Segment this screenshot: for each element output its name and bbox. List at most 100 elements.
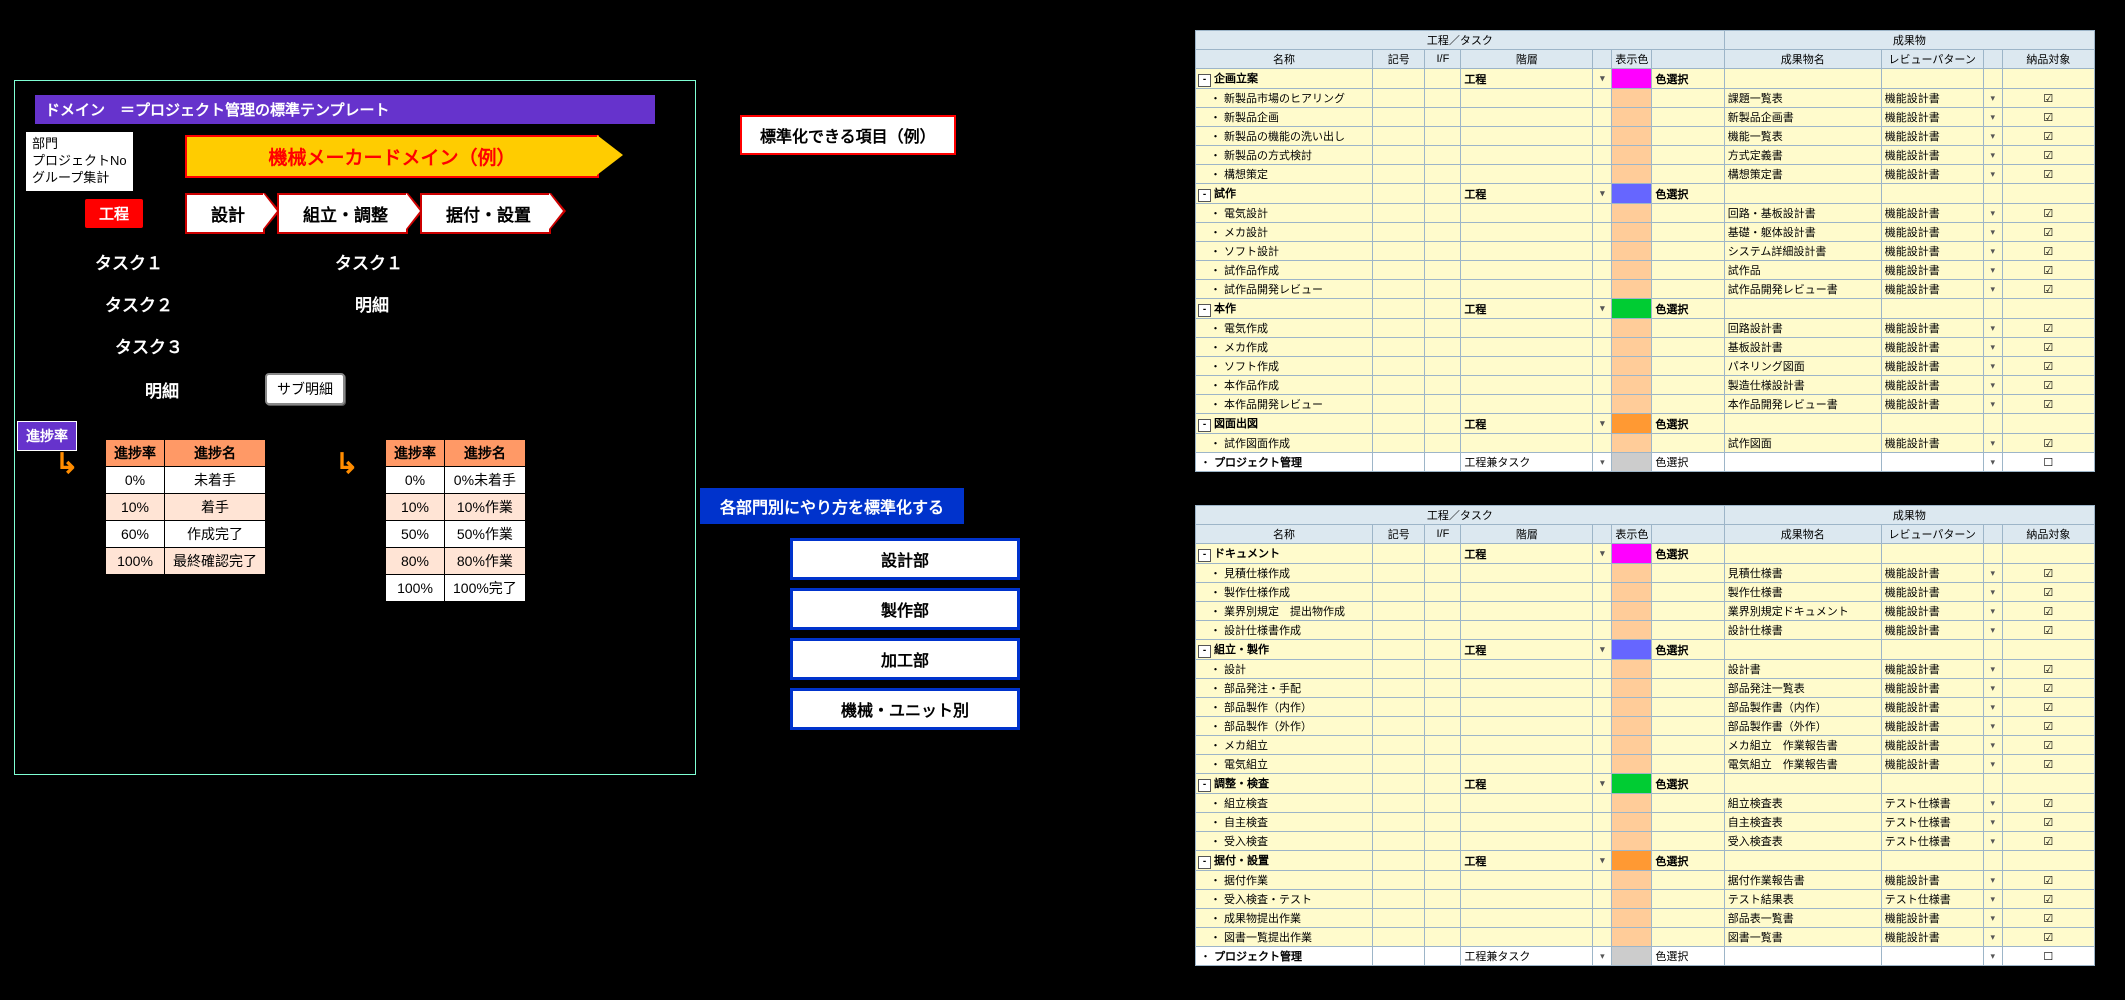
collapse-icon[interactable]: - — [1198, 779, 1211, 792]
task-row[interactable]: ・ 試作図面作成試作図面機能設計書▾☑ — [1196, 434, 2095, 453]
dropdown-icon[interactable]: ▾ — [1983, 621, 2002, 640]
dropdown-icon[interactable]: ▾ — [1983, 660, 2002, 679]
collapse-icon[interactable]: - — [1198, 304, 1211, 317]
task-row[interactable]: ・ 設計仕様書作成設計仕様書機能設計書▾☑ — [1196, 621, 2095, 640]
dropdown-icon[interactable]: ▾ — [1983, 280, 2002, 299]
section-row[interactable]: -調整・検査工程▾色選択 — [1196, 774, 2095, 794]
dropdown-icon[interactable]: ▾ — [1983, 376, 2002, 395]
dropdown-icon[interactable]: ▾ — [1983, 717, 2002, 736]
section-row[interactable]: -組立・製作工程▾色選択 — [1196, 640, 2095, 660]
task-row[interactable]: ・ 据付作業据付作業報告書機能設計書▾☑ — [1196, 871, 2095, 890]
delivery-checkbox[interactable]: ☑ — [2002, 794, 2094, 813]
dept-3[interactable]: 加工部 — [790, 638, 1020, 680]
delivery-checkbox[interactable]: ☑ — [2002, 717, 2094, 736]
dropdown-icon[interactable]: ▾ — [1593, 851, 1612, 871]
delivery-checkbox[interactable]: ☑ — [2002, 204, 2094, 223]
task-row[interactable]: ・ メカ組立メカ組立 作業報告書機能設計書▾☑ — [1196, 736, 2095, 755]
delivery-checkbox[interactable]: ☑ — [2002, 108, 2094, 127]
delivery-checkbox[interactable]: ☑ — [2002, 679, 2094, 698]
dropdown-icon[interactable]: ▾ — [1983, 146, 2002, 165]
task-row[interactable]: ・ 電気設計回路・基板設計書機能設計書▾☑ — [1196, 204, 2095, 223]
section-row[interactable]: -企画立案工程▾色選択 — [1196, 69, 2095, 89]
dropdown-icon[interactable]: ▾ — [1983, 165, 2002, 184]
task-row[interactable]: ・ 自主検査自主検査表テスト仕様書▾☑ — [1196, 813, 2095, 832]
dept-4[interactable]: 機械・ユニット別 — [790, 688, 1020, 730]
delivery-checkbox[interactable]: ☑ — [2002, 564, 2094, 583]
delivery-checkbox[interactable]: ☑ — [2002, 621, 2094, 640]
task-row[interactable]: ・ 受入検査・テストテスト結果表テスト仕様書▾☑ — [1196, 890, 2095, 909]
dropdown-icon[interactable]: ▾ — [1983, 434, 2002, 453]
dropdown-icon[interactable]: ▾ — [1983, 736, 2002, 755]
delivery-checkbox[interactable]: ☐ — [2002, 947, 2094, 966]
task-row[interactable]: ・ 電気組立電気組立 作業報告書機能設計書▾☑ — [1196, 755, 2095, 774]
dropdown-icon[interactable]: ▾ — [1983, 679, 2002, 698]
color-select[interactable]: 色選択 — [1652, 640, 1724, 660]
color-select[interactable]: 色選択 — [1652, 299, 1724, 319]
dept-2[interactable]: 製作部 — [790, 588, 1020, 630]
task-row[interactable]: ・ 製作仕様作成製作仕様書機能設計書▾☑ — [1196, 583, 2095, 602]
task-row[interactable]: ・ 組立検査組立検査表テスト仕様書▾☑ — [1196, 794, 2095, 813]
task-row[interactable]: ・ 受入検査受入検査表テスト仕様書▾☑ — [1196, 832, 2095, 851]
delivery-checkbox[interactable]: ☑ — [2002, 242, 2094, 261]
dropdown-icon[interactable]: ▾ — [1983, 947, 2002, 966]
delivery-checkbox[interactable]: ☑ — [2002, 223, 2094, 242]
dropdown-icon[interactable]: ▾ — [1983, 395, 2002, 414]
dropdown-icon[interactable]: ▾ — [1983, 89, 2002, 108]
color-select[interactable]: 色選択 — [1652, 69, 1724, 89]
delivery-checkbox[interactable]: ☑ — [2002, 357, 2094, 376]
task-row[interactable]: ・ 本作品作成製造仕様設計書機能設計書▾☑ — [1196, 376, 2095, 395]
delivery-checkbox[interactable]: ☑ — [2002, 660, 2094, 679]
task-row[interactable]: ・ 新製品企画新製品企画書機能設計書▾☑ — [1196, 108, 2095, 127]
dropdown-icon[interactable]: ▾ — [1983, 871, 2002, 890]
color-select[interactable]: 色選択 — [1652, 453, 1724, 472]
dropdown-icon[interactable]: ▾ — [1983, 108, 2002, 127]
delivery-checkbox[interactable]: ☑ — [2002, 832, 2094, 851]
delivery-checkbox[interactable]: ☑ — [2002, 890, 2094, 909]
dropdown-icon[interactable]: ▾ — [1983, 338, 2002, 357]
dropdown-icon[interactable]: ▾ — [1983, 909, 2002, 928]
delivery-checkbox[interactable]: ☑ — [2002, 583, 2094, 602]
collapse-icon[interactable]: - — [1198, 549, 1211, 562]
task-row[interactable]: ・ 業界別規定 提出物作成業界別規定ドキュメント機能設計書▾☑ — [1196, 602, 2095, 621]
collapse-icon[interactable]: - — [1198, 856, 1211, 869]
task-row[interactable]: ・ 試作品作成試作品機能設計書▾☑ — [1196, 261, 2095, 280]
dropdown-icon[interactable]: ▾ — [1983, 602, 2002, 621]
dropdown-icon[interactable]: ▾ — [1983, 890, 2002, 909]
task-row[interactable]: ・ ソフト作成パネリング図面機能設計書▾☑ — [1196, 357, 2095, 376]
dropdown-icon[interactable]: ▾ — [1983, 242, 2002, 261]
delivery-checkbox[interactable]: ☑ — [2002, 146, 2094, 165]
delivery-checkbox[interactable]: ☑ — [2002, 395, 2094, 414]
task-row[interactable]: ・ 構想策定構想策定書機能設計書▾☑ — [1196, 165, 2095, 184]
dropdown-icon[interactable]: ▾ — [1983, 453, 2002, 472]
dropdown-icon[interactable]: ▾ — [1983, 928, 2002, 947]
dropdown-icon[interactable]: ▾ — [1983, 755, 2002, 774]
delivery-checkbox[interactable]: ☑ — [2002, 165, 2094, 184]
delivery-checkbox[interactable]: ☑ — [2002, 434, 2094, 453]
collapse-icon[interactable]: - — [1198, 645, 1211, 658]
delivery-checkbox[interactable]: ☑ — [2002, 280, 2094, 299]
dropdown-icon[interactable]: ▾ — [1983, 357, 2002, 376]
delivery-checkbox[interactable]: ☑ — [2002, 89, 2094, 108]
task-row[interactable]: ・ 部品発注・手配部品発注一覧表機能設計書▾☑ — [1196, 679, 2095, 698]
task-row[interactable]: ・ 設計設計書機能設計書▾☑ — [1196, 660, 2095, 679]
dropdown-icon[interactable]: ▾ — [1593, 453, 1612, 472]
task-row[interactable]: ・ 新製品市場のヒアリング課題一覧表機能設計書▾☑ — [1196, 89, 2095, 108]
dropdown-icon[interactable]: ▾ — [1983, 319, 2002, 338]
color-select[interactable]: 色選択 — [1652, 851, 1724, 871]
color-select[interactable]: 色選択 — [1652, 774, 1724, 794]
delivery-checkbox[interactable]: ☑ — [2002, 698, 2094, 717]
dropdown-icon[interactable]: ▾ — [1983, 564, 2002, 583]
delivery-checkbox[interactable]: ☑ — [2002, 261, 2094, 280]
delivery-checkbox[interactable]: ☐ — [2002, 453, 2094, 472]
collapse-icon[interactable]: - — [1198, 419, 1211, 432]
delivery-checkbox[interactable]: ☑ — [2002, 376, 2094, 395]
dropdown-icon[interactable]: ▾ — [1593, 544, 1612, 564]
color-select[interactable]: 色選択 — [1652, 414, 1724, 434]
dropdown-icon[interactable]: ▾ — [1593, 640, 1612, 660]
delivery-checkbox[interactable]: ☑ — [2002, 602, 2094, 621]
delivery-checkbox[interactable]: ☑ — [2002, 319, 2094, 338]
delivery-checkbox[interactable]: ☑ — [2002, 338, 2094, 357]
section-row[interactable]: -ドキュメント工程▾色選択 — [1196, 544, 2095, 564]
task-row[interactable]: ・ 図書一覧提出作業図書一覧書機能設計書▾☑ — [1196, 928, 2095, 947]
dropdown-icon[interactable]: ▾ — [1983, 794, 2002, 813]
